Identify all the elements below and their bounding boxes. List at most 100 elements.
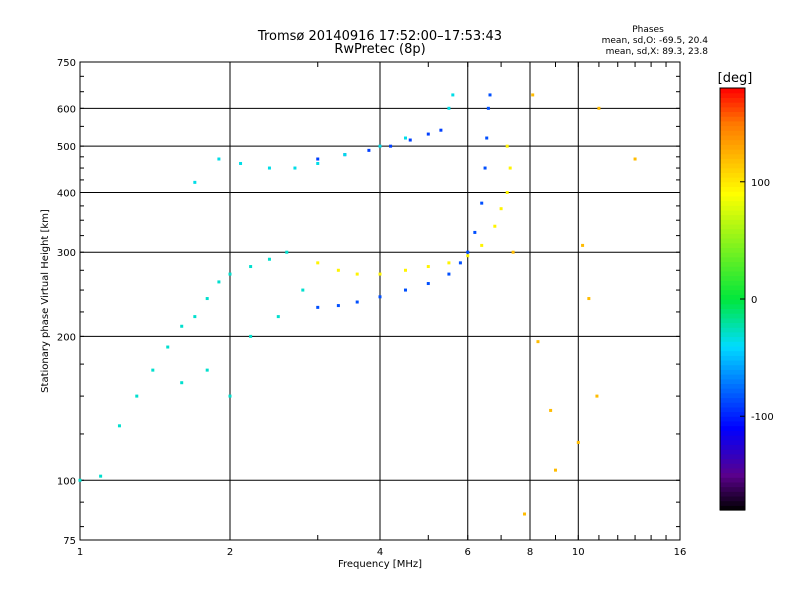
colorbar-segment — [720, 369, 745, 375]
colorbar-segment — [720, 158, 745, 164]
colorbar-segment — [720, 261, 745, 267]
colorbar-segment — [720, 416, 745, 422]
colorbar-segment — [720, 125, 745, 131]
colorbar-segment — [720, 223, 745, 230]
colorbar-segment — [720, 238, 745, 244]
data-point — [378, 295, 382, 299]
colorbar-segment — [720, 458, 745, 464]
colorbar-segment — [720, 284, 745, 291]
colorbar-segment — [720, 505, 745, 511]
data-point — [367, 148, 371, 152]
data-point — [205, 297, 209, 301]
colorbar-segment — [720, 453, 745, 460]
colorbar-segment — [720, 406, 745, 413]
colorbar-segment — [720, 266, 745, 272]
data-point — [205, 368, 209, 372]
data-point — [217, 157, 221, 161]
colorbar-segment — [720, 331, 745, 338]
stats-heading: Phases — [632, 25, 664, 35]
colorbar-segment — [720, 449, 745, 455]
colorbar-tick-label: 0 — [751, 295, 757, 306]
colorbar-segment — [720, 491, 745, 497]
data-point — [576, 440, 580, 444]
colorbar-segment — [720, 439, 745, 445]
colorbar-segment — [720, 228, 745, 234]
data-point — [117, 424, 121, 428]
data-point — [217, 280, 221, 284]
data-point — [336, 268, 340, 272]
data-point — [549, 408, 553, 412]
colorbar-segment — [720, 275, 745, 281]
data-point — [316, 261, 320, 265]
x-tick-label: 2 — [227, 547, 233, 558]
data-point — [239, 161, 243, 165]
colorbar-segment — [720, 186, 745, 192]
stats-x-line: mean, sd,X: 89.3, 23.8 — [606, 47, 709, 57]
y-tick-label: 300 — [57, 248, 76, 259]
data-point — [285, 250, 289, 254]
colorbar-segment — [720, 303, 745, 309]
colorbar-segment — [720, 181, 745, 188]
y-tick-label: 200 — [57, 332, 76, 343]
colorbar-segment — [720, 430, 745, 436]
colorbar-segment — [720, 242, 745, 249]
colorbar-segment — [720, 294, 745, 300]
data-point — [511, 250, 515, 254]
data-point — [587, 297, 591, 301]
colorbar-segment — [720, 148, 745, 155]
colorbar-segment — [720, 425, 745, 431]
data-point — [597, 106, 601, 110]
x-tick-label: 8 — [527, 547, 533, 558]
colorbar-segment — [720, 463, 745, 469]
y-tick-label: 600 — [57, 104, 76, 115]
colorbar-segment — [720, 420, 745, 427]
colorbar-segment — [720, 495, 745, 502]
x-tick-label: 6 — [465, 547, 471, 558]
data-point — [531, 93, 535, 97]
data-point — [505, 144, 509, 148]
colorbar-segment — [720, 209, 745, 216]
colorbar-segment — [720, 270, 745, 277]
data-point — [378, 144, 382, 148]
data-point — [267, 257, 271, 261]
plot-area: 1 2 4 6 8 10 16 75 100 200 300 400 500 600 750 — [57, 58, 686, 558]
data-point — [293, 166, 297, 170]
data-point — [403, 288, 407, 292]
colorbar-segment — [720, 378, 745, 384]
colorbar-segment — [720, 172, 745, 178]
data-point — [451, 93, 455, 97]
data-point — [166, 345, 170, 349]
colorbar-segment — [720, 116, 745, 122]
colorbar-segment — [720, 308, 745, 314]
data-point — [378, 272, 382, 276]
colorbar-segment — [720, 388, 745, 394]
data-point — [301, 288, 305, 292]
colorbar-segment — [720, 392, 745, 399]
data-point — [480, 243, 484, 247]
data-point — [486, 106, 490, 110]
chart-title: Tromsø 20140916 17:52:00–17:53:43 — [257, 29, 502, 44]
colorbar-segment — [720, 191, 745, 197]
colorbar-segment — [720, 336, 745, 342]
colorbar-segment — [720, 350, 745, 356]
colorbar-segment — [720, 434, 745, 441]
data-point — [408, 138, 412, 142]
phase-stats: Phases mean, sd,O: -69.5, 20.4 mean, sd,… — [602, 25, 709, 57]
data-point — [473, 230, 477, 234]
data-point — [316, 305, 320, 309]
colorbar-tick-label: 100 — [751, 178, 770, 189]
colorbar-segment — [720, 195, 745, 202]
stats-o-line: mean, sd,O: -69.5, 20.4 — [602, 36, 709, 46]
colorbar-segment — [720, 252, 745, 258]
x-tick-label: 16 — [674, 547, 687, 558]
data-point — [483, 166, 487, 170]
colorbar-segment — [720, 299, 745, 305]
data-point — [228, 272, 232, 276]
colorbar-segment — [720, 233, 745, 239]
data-point — [493, 224, 497, 228]
colorbar-segment — [720, 411, 745, 417]
colorbar-segment — [720, 120, 745, 127]
data-point — [581, 243, 585, 247]
colorbar-segment — [720, 144, 745, 150]
colorbar-segment — [720, 317, 745, 324]
